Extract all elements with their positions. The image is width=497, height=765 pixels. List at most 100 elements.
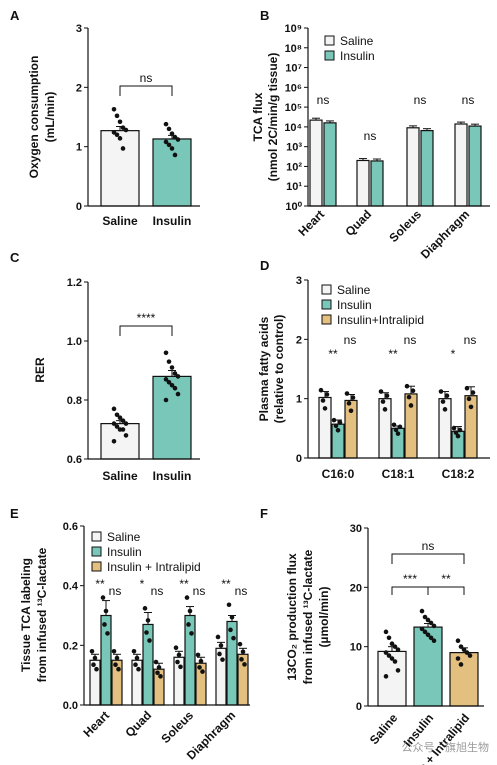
data-point bbox=[461, 647, 467, 652]
data-point bbox=[102, 622, 107, 627]
panel-letter: B bbox=[260, 8, 269, 23]
y-axis-label: Tissue TCA labeling bbox=[19, 558, 33, 672]
data-point bbox=[166, 142, 172, 148]
data-point bbox=[333, 423, 339, 429]
bar bbox=[89, 659, 101, 706]
data-point bbox=[131, 649, 137, 654]
x-tick-label: C16:0 bbox=[322, 467, 355, 481]
x-tick-label: Quad bbox=[343, 207, 375, 239]
significance-bracket bbox=[119, 325, 173, 336]
data-point bbox=[410, 388, 416, 394]
data-point bbox=[457, 427, 463, 433]
significance-label: ns bbox=[464, 333, 477, 347]
y-tick-label: 10⁹ bbox=[285, 23, 302, 35]
data-point bbox=[422, 629, 428, 635]
data-point bbox=[470, 390, 476, 395]
data-point bbox=[455, 656, 461, 661]
data-point bbox=[116, 666, 121, 672]
significance-label: ns bbox=[404, 333, 417, 347]
data-point bbox=[458, 662, 464, 667]
data-point bbox=[158, 674, 163, 679]
y-tick-label: 1 bbox=[296, 394, 302, 406]
data-point bbox=[383, 650, 389, 655]
x-tick-label: Saline bbox=[367, 711, 401, 747]
data-point bbox=[389, 656, 395, 661]
bar bbox=[100, 130, 140, 207]
bar bbox=[356, 159, 370, 207]
data-point bbox=[175, 391, 181, 397]
data-point bbox=[117, 119, 123, 125]
y-tick-label: 30 bbox=[350, 523, 362, 535]
data-point bbox=[431, 638, 437, 644]
data-point bbox=[189, 631, 194, 636]
data-point bbox=[117, 136, 123, 141]
chart-b: 10⁰ 10¹ 10² 10³ 10⁴ 10⁵ 10⁶ 10⁷ 10⁸ 10⁹ TCA flux (n… bbox=[251, 23, 490, 261]
panel-letter: D bbox=[260, 258, 269, 273]
panel-letter: F bbox=[260, 506, 268, 521]
data-point bbox=[145, 618, 151, 623]
significance-bracket bbox=[427, 586, 465, 595]
panel-letter: A bbox=[10, 8, 20, 23]
data-point bbox=[114, 132, 120, 138]
data-point bbox=[163, 377, 169, 382]
data-point bbox=[198, 658, 204, 664]
y-axis-label: RER bbox=[33, 357, 47, 383]
data-point bbox=[428, 635, 434, 641]
y-tick-label: 0.6 bbox=[67, 454, 82, 466]
legend-swatch bbox=[321, 284, 332, 295]
data-point bbox=[464, 385, 470, 391]
significance-label: ns bbox=[414, 93, 427, 107]
y-tick-label: 0.8 bbox=[67, 395, 82, 407]
bar bbox=[152, 375, 192, 460]
data-point bbox=[395, 647, 401, 652]
data-point bbox=[163, 121, 169, 127]
data-point bbox=[425, 617, 431, 623]
significance-label: ns bbox=[422, 539, 435, 553]
data-point bbox=[103, 608, 109, 614]
data-point bbox=[172, 152, 178, 158]
y-tick-label: 10⁶ bbox=[285, 82, 302, 94]
data-point bbox=[111, 649, 117, 654]
legend-entry: Insulin bbox=[340, 49, 375, 63]
y-axis-label-unit: (µmol/min) bbox=[317, 587, 331, 648]
data-point bbox=[453, 430, 459, 435]
legend-swatch bbox=[324, 35, 335, 46]
data-point bbox=[123, 127, 129, 133]
legend-swatch bbox=[91, 531, 102, 542]
bar bbox=[153, 668, 165, 706]
data-point bbox=[408, 403, 414, 408]
y-tick-label: 10⁰ bbox=[285, 201, 302, 213]
bar bbox=[226, 620, 238, 706]
data-point bbox=[318, 387, 324, 393]
significance-label: ns bbox=[364, 129, 377, 143]
data-point bbox=[440, 399, 446, 404]
significance-label: ** bbox=[95, 577, 105, 591]
data-point bbox=[383, 674, 389, 679]
significance-label: *** bbox=[403, 572, 417, 586]
y-tick-label: 10⁷ bbox=[285, 63, 302, 75]
data-point bbox=[239, 657, 244, 662]
data-point bbox=[134, 655, 140, 661]
data-point bbox=[105, 631, 110, 636]
y-tick-label: 0.4 bbox=[63, 581, 79, 593]
data-point bbox=[348, 408, 354, 414]
data-point bbox=[346, 401, 352, 406]
data-point bbox=[391, 422, 397, 428]
data-point bbox=[451, 425, 457, 431]
panel-letter: C bbox=[10, 250, 20, 265]
x-tick-label: Insulin bbox=[153, 469, 192, 483]
data-point bbox=[169, 146, 175, 151]
significance-bracket bbox=[391, 586, 429, 595]
data-point bbox=[136, 666, 141, 672]
y-axis-label: 13CO₂ production flux bbox=[285, 553, 299, 681]
data-point bbox=[173, 645, 179, 651]
bar bbox=[142, 623, 154, 706]
data-point bbox=[467, 653, 473, 658]
bar bbox=[173, 656, 185, 706]
data-point bbox=[120, 146, 126, 151]
data-point bbox=[142, 606, 148, 611]
data-point bbox=[169, 131, 175, 136]
y-tick-label: 0.6 bbox=[63, 521, 78, 533]
y-tick-label: 1 bbox=[76, 142, 82, 154]
